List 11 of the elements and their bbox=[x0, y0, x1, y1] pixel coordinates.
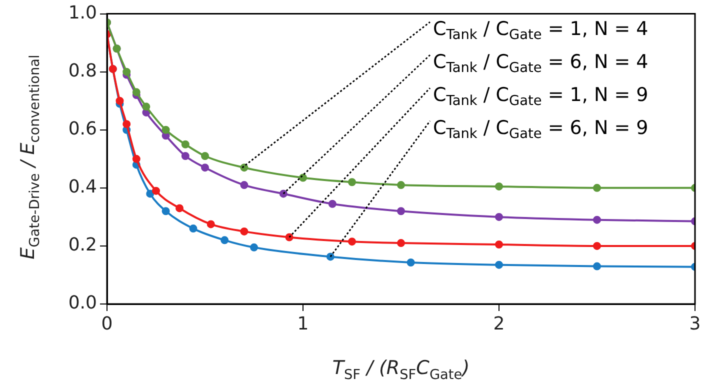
x-tick-label: 1 bbox=[297, 313, 309, 334]
y-tick-label: 0.4 bbox=[68, 176, 97, 198]
y-tick-label: 0.6 bbox=[68, 118, 97, 140]
y-tick-label: 0.8 bbox=[68, 60, 97, 82]
x-tick-label: 3 bbox=[689, 313, 701, 334]
y-tick-label: 0.0 bbox=[68, 292, 97, 314]
x-tick-label: 0 bbox=[101, 313, 113, 334]
x-tick-label: 2 bbox=[493, 313, 505, 334]
y-tick-label: 1.0 bbox=[68, 2, 97, 24]
y-tick-label: 0.2 bbox=[68, 234, 97, 256]
x-axis-title: T$_{SF}$ / (R$_{SF}$C$_{Gate}$) bbox=[332, 357, 470, 383]
